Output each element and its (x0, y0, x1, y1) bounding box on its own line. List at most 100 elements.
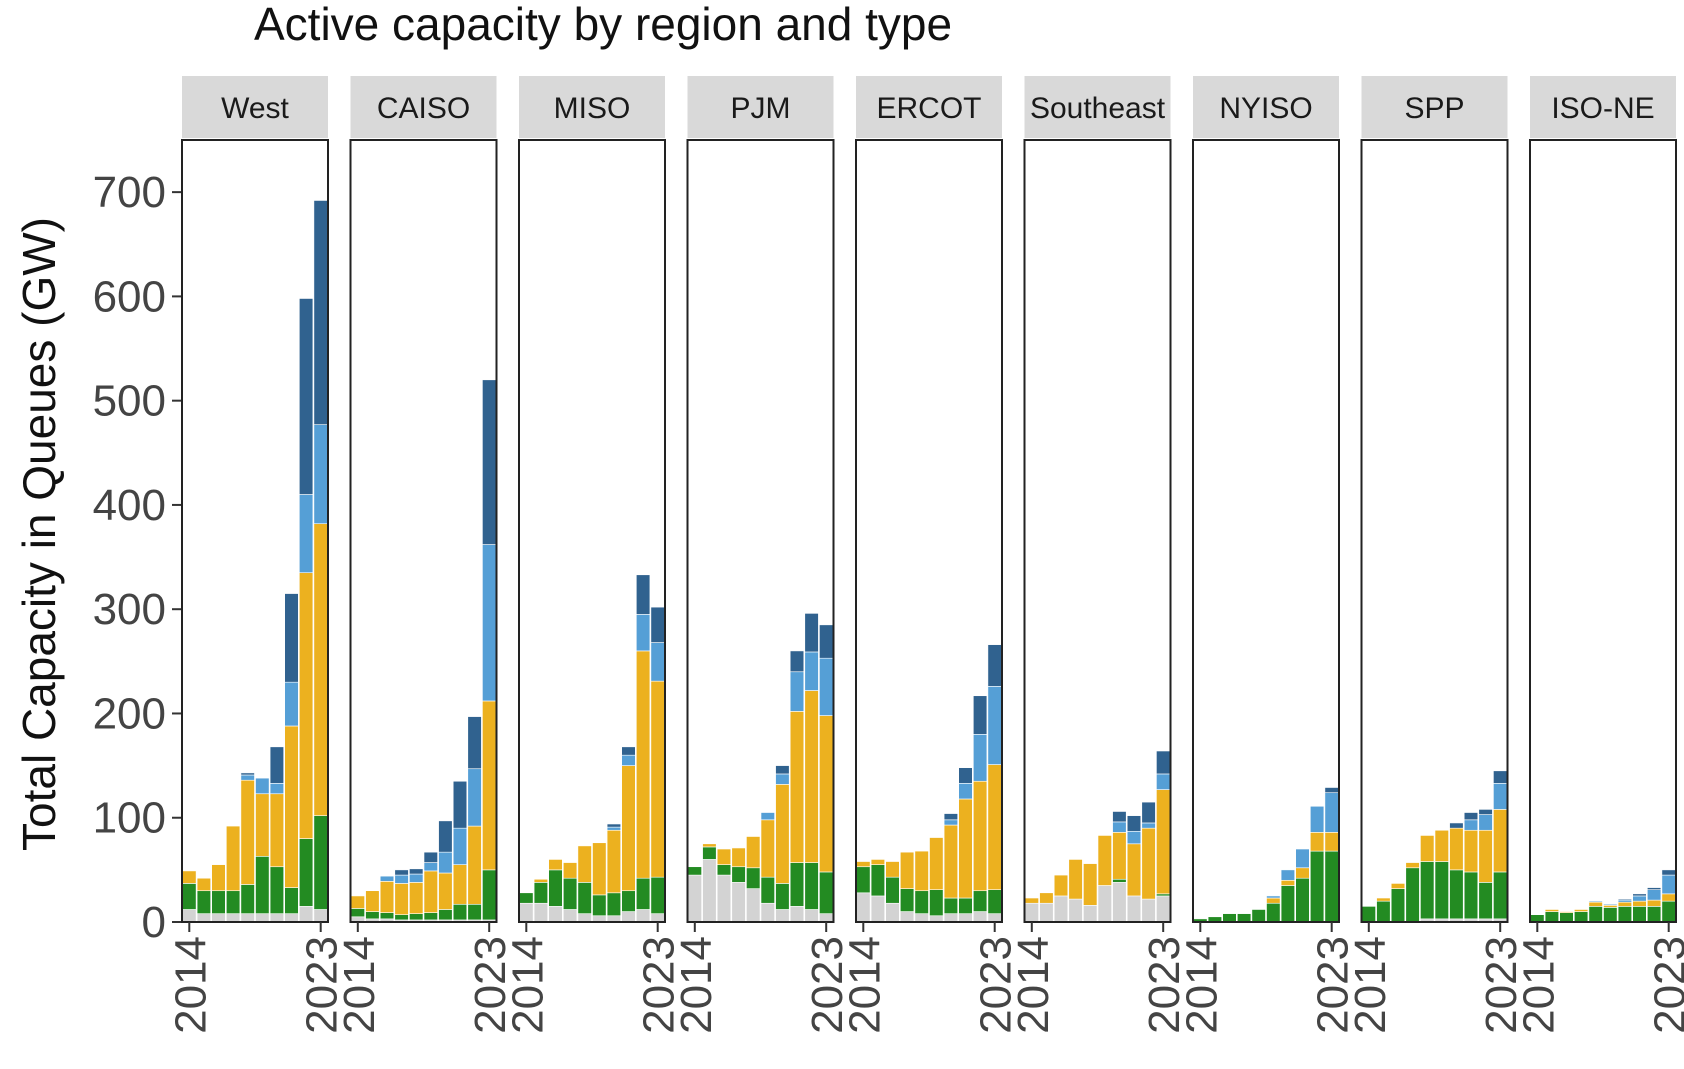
bar-segment-wind (1112, 878, 1127, 883)
bar-segment-solar (394, 883, 409, 916)
bar-segment-storage (1112, 821, 1127, 833)
bar-segment-hybrid (775, 765, 790, 775)
bar-segment-other (284, 913, 299, 923)
bar-segment-solar (621, 765, 636, 892)
bar-segment-solar (1280, 879, 1295, 886)
bar-segment-solar (438, 872, 453, 910)
panel-background (1193, 140, 1339, 922)
bar-segment-hybrid (482, 379, 497, 545)
bar-segment-wind (438, 909, 453, 921)
bar-segment-other (716, 874, 732, 923)
bar-segment-solar (1559, 911, 1574, 913)
bar-segment-solar (548, 859, 563, 871)
bar-segment-storage (1632, 895, 1647, 902)
bar-segment-solar (365, 890, 380, 912)
bar-segment-other (1156, 895, 1171, 923)
bar-segment-hybrid (1141, 801, 1156, 824)
bar-segment-other (870, 895, 885, 923)
bar-segment-wind (1617, 906, 1632, 923)
bar-segment-storage (1661, 874, 1676, 895)
bar-segment-wind (856, 866, 871, 894)
bar-segment-solar (284, 725, 299, 888)
facet-strip-label: MISO (554, 92, 631, 125)
bar-segment-wind (635, 877, 651, 910)
bar-segment-solar (1376, 897, 1391, 902)
bar-segment-other (687, 874, 702, 923)
bar-segment-storage (1647, 889, 1662, 901)
bar-segment-storage (1280, 869, 1295, 881)
bar-segment-solar (789, 711, 805, 863)
bar-segment-hybrid (943, 813, 958, 821)
bar-segment-solar (731, 847, 746, 868)
bar-segment-wind (819, 871, 834, 914)
bar-segment-wind (606, 892, 621, 917)
y-axis-label: Total Capacity in Queues (GW) (13, 217, 65, 851)
bar-segment-hybrid (987, 644, 1002, 687)
bar-segment-wind (746, 867, 761, 889)
bar-segment-other (650, 913, 665, 923)
bar-segment-hybrid (1463, 812, 1479, 821)
facet-strip (1024, 76, 1171, 138)
bar-segment-wind (1559, 912, 1574, 923)
bar-segment-wind (1544, 911, 1559, 923)
bar-segment-solar (1463, 829, 1479, 873)
bar-segment-wind (1266, 902, 1281, 923)
bar-segment-storage (284, 681, 299, 727)
bar-segment-hybrid (452, 780, 468, 829)
bar-segment-hybrid (635, 574, 651, 615)
x-tick-label: 2023 (298, 936, 347, 1034)
bar-segment-solar (606, 829, 621, 894)
bar-segment-other (702, 859, 717, 923)
panel-border (1192, 139, 1340, 923)
bar-segment-other (1053, 895, 1069, 923)
bar-segment-wind (226, 890, 241, 914)
bar-segment-solar (899, 851, 915, 889)
bar-segment-storage (394, 874, 409, 884)
bar-segment-solar (533, 878, 548, 883)
bar-segment-hybrid (313, 200, 328, 425)
bar-segment-storage (452, 827, 468, 865)
bar-segment-other (804, 909, 819, 923)
panel-border (1529, 139, 1677, 923)
panel-border (518, 139, 666, 923)
bar-segment-solar (482, 700, 497, 871)
bar-segment-wind (1603, 907, 1618, 923)
bar-segment-storage (1141, 822, 1156, 829)
bar-segment-solar (269, 793, 285, 868)
bar-segment-other (240, 913, 255, 923)
facet-strip-label: West (221, 92, 289, 125)
bar-segment-wind (987, 889, 1002, 914)
bar-segment-wind (1405, 867, 1420, 923)
bar-segment-wind (804, 862, 819, 910)
bar-segment-solar (929, 837, 944, 890)
bar-segment-wind (284, 887, 299, 914)
facet-panel-west: West 2014 2023 (166, 76, 347, 1034)
x-tick-label: 2014 (503, 936, 552, 1034)
bar-segment-wind (562, 877, 578, 910)
bar-segment-other (885, 902, 900, 923)
bar-segment-storage (606, 826, 621, 831)
bar-segment-solar (702, 843, 717, 848)
bar-segment-other (562, 909, 578, 923)
bar-segment-other (196, 913, 212, 923)
facet-panel-southeast: Southeast 2014 2023 (1009, 76, 1189, 1034)
bar-segment-other (533, 902, 548, 923)
panel-border (349, 139, 498, 923)
bar-segment-solar (716, 848, 732, 865)
bar-segment-wind (1647, 906, 1662, 923)
bar-segment-other (1126, 895, 1142, 923)
bar-segment-solar (819, 715, 834, 873)
bar-segment-solar (1053, 874, 1069, 897)
y-tick-label: 0 (142, 898, 166, 947)
bar-segment-wind (958, 897, 973, 914)
bar-segment-other (226, 913, 241, 923)
bar-segment-wind (394, 914, 409, 921)
bar-segment-solar (1603, 905, 1618, 908)
bar-segment-other (1097, 885, 1112, 923)
bar-segment-storage (298, 494, 314, 574)
x-tick-label: 2023 (1309, 936, 1358, 1034)
bar-segment-other (1068, 898, 1083, 923)
bar-segment-storage (775, 773, 790, 785)
bar-segment-wind (1574, 911, 1589, 923)
